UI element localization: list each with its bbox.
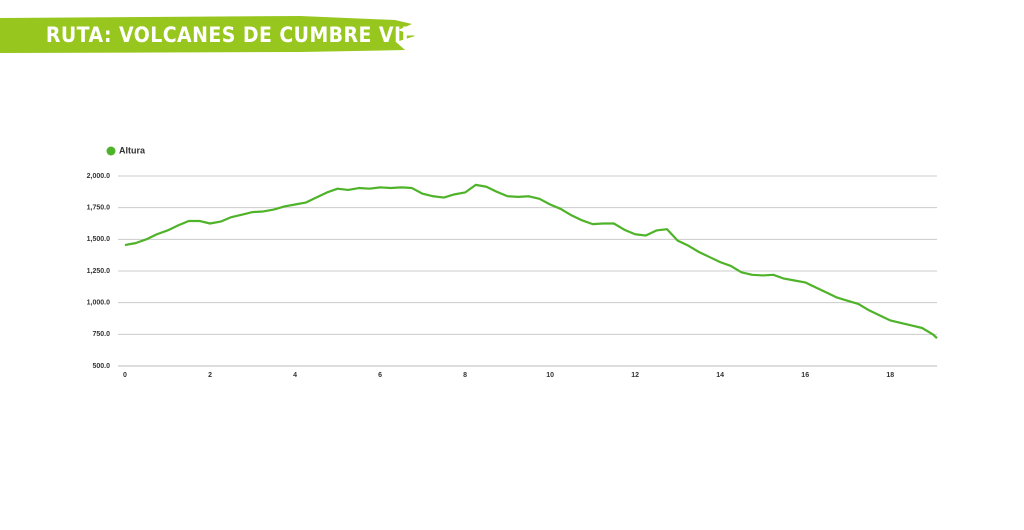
x-tick-label: 12 [631, 372, 639, 379]
x-tick-label: 6 [378, 372, 382, 379]
x-tick-label: 14 [716, 372, 724, 379]
x-tick-label: 18 [886, 372, 894, 379]
y-tick-label: 1,000.0 [87, 300, 110, 307]
y-tick-label: 1,500.0 [87, 236, 110, 243]
y-tick-label: 2,000.0 [87, 173, 110, 180]
y-tick-label: 1,750.0 [87, 205, 110, 212]
series-line [124, 183, 938, 339]
y-tick-label: 500.0 [92, 363, 110, 370]
x-tick-label: 8 [463, 372, 467, 379]
title-banner [0, 16, 415, 53]
chart-title: RUTA: VOLCANES DE CUMBRE VIEJA [46, 22, 438, 47]
x-tick-label: 2 [208, 372, 212, 379]
legend-label: Altura [119, 145, 146, 155]
x-tick-label: 16 [801, 372, 809, 379]
x-tick-label: 4 [293, 372, 297, 379]
y-tick-label: 750.0 [92, 331, 110, 338]
x-tick-label: 10 [546, 372, 554, 379]
x-tick-label: 0 [123, 372, 127, 379]
legend-marker [106, 146, 116, 156]
y-tick-label: 1,250.0 [87, 268, 110, 275]
